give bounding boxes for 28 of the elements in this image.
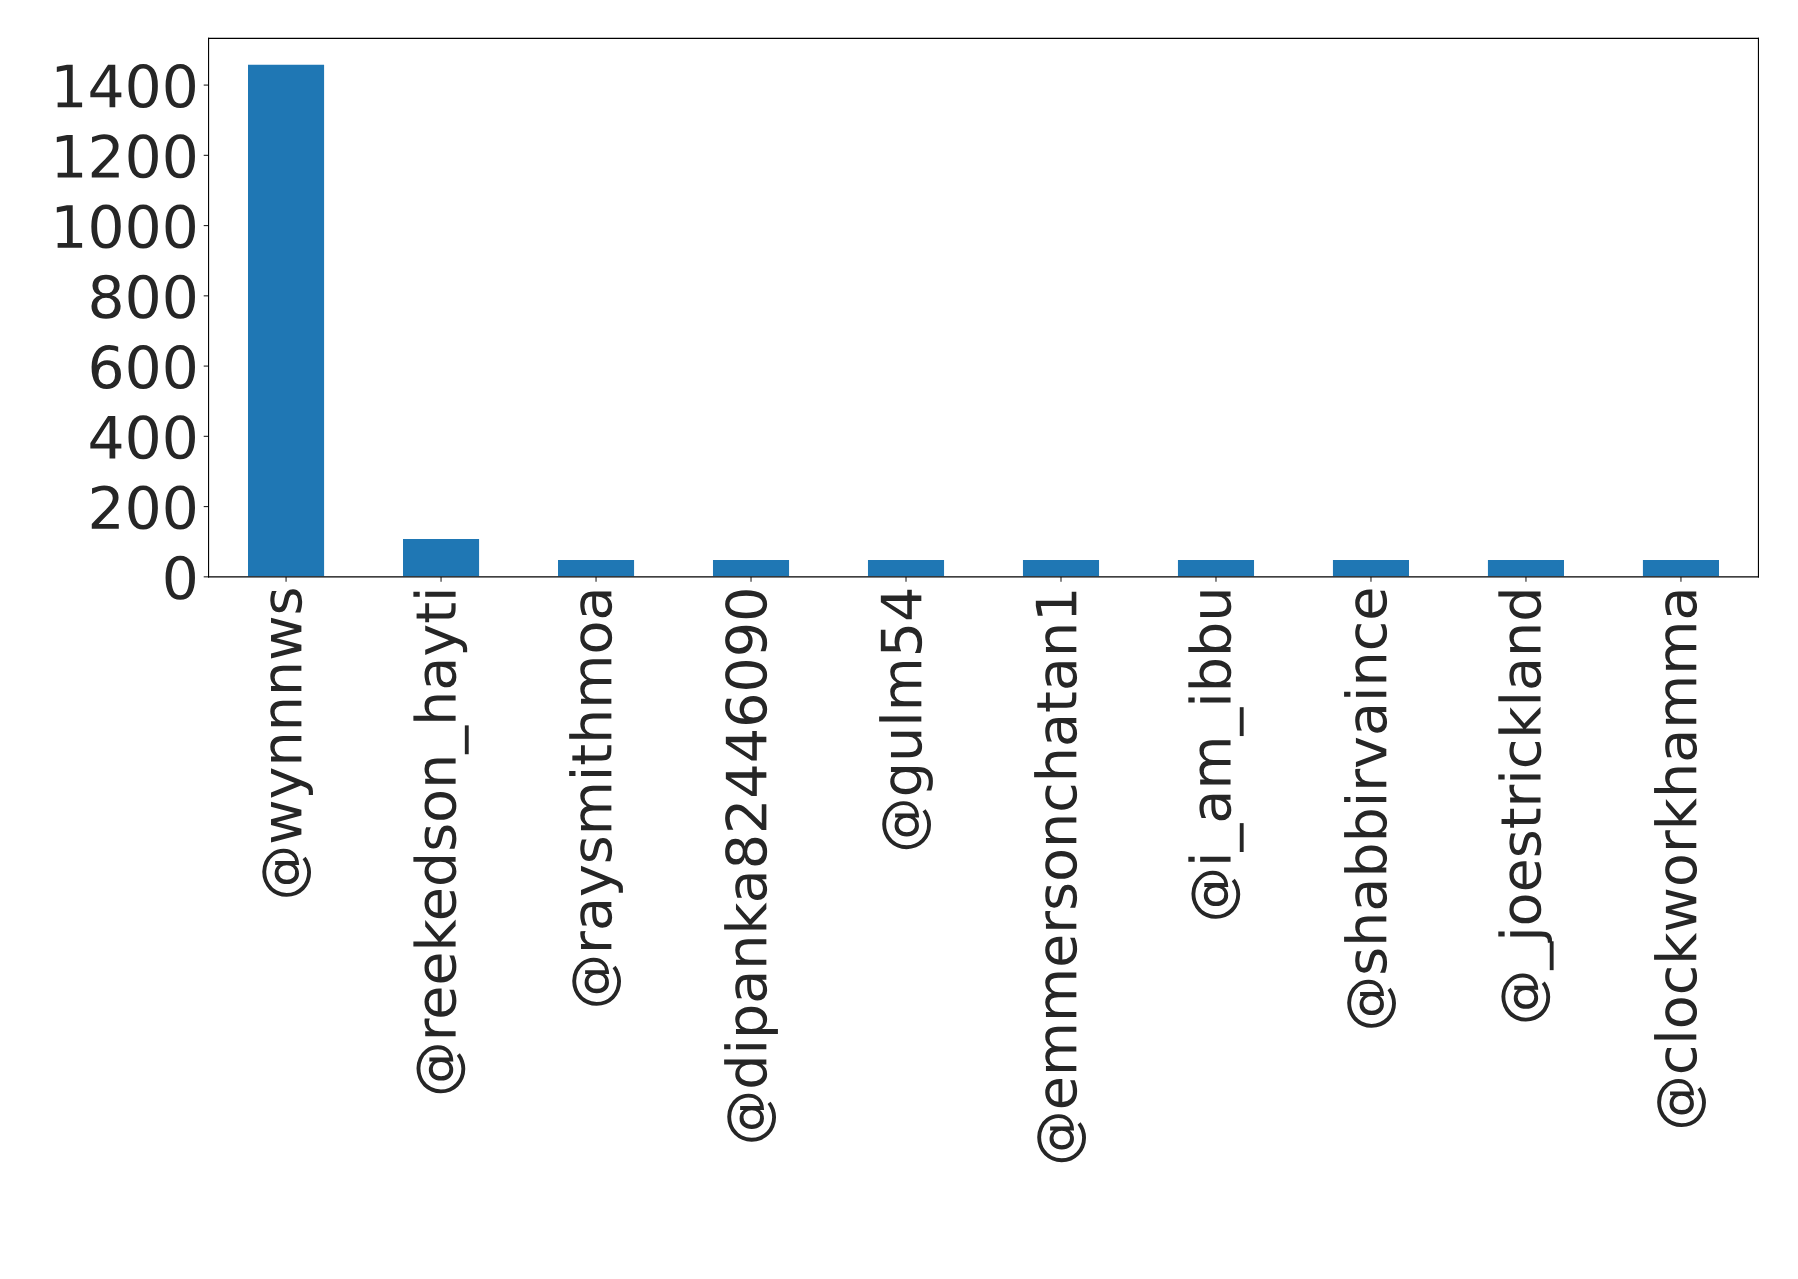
x-tick-label: @_joestrickland bbox=[1498, 591, 1554, 1022]
x-tick-label: @shabbirvaince bbox=[1344, 589, 1396, 1028]
x-tick-label: @dipanka82446090 bbox=[724, 590, 778, 1142]
x-tick-label: @reekedson_hayti bbox=[413, 591, 469, 1094]
x-tick-label: @wynnnws bbox=[262, 589, 313, 897]
bar bbox=[866, 558, 946, 577]
bar bbox=[1486, 558, 1566, 577]
y-tick-label: 800 bbox=[91, 274, 195, 319]
y-tick-label: 400 bbox=[90, 415, 195, 460]
bar bbox=[401, 537, 481, 577]
y-tick-label: 1000 bbox=[56, 204, 195, 249]
y-tick-label: 1400 bbox=[56, 63, 195, 109]
x-tick-label: @gulm54 bbox=[879, 589, 933, 850]
y-tick-label: 0 bbox=[165, 555, 195, 600]
bar bbox=[1176, 558, 1256, 577]
bar bbox=[246, 63, 326, 577]
x-tick-label: @emmersonchatan1 bbox=[1034, 591, 1086, 1163]
x-tick-label: @i_am_ibbu bbox=[1188, 591, 1244, 919]
bar bbox=[1021, 558, 1101, 577]
bar bbox=[556, 558, 636, 577]
bar bbox=[711, 558, 791, 577]
y-tick-label: 200 bbox=[91, 485, 195, 530]
bar bbox=[1331, 558, 1411, 577]
x-tick-label: @clockworkhamma bbox=[1654, 591, 1706, 1128]
y-tick-label: 1200 bbox=[56, 134, 195, 179]
y-tick-label: 600 bbox=[91, 344, 195, 390]
x-tick-label: @raysmithmoa bbox=[569, 591, 623, 1006]
bar bbox=[1641, 558, 1721, 577]
